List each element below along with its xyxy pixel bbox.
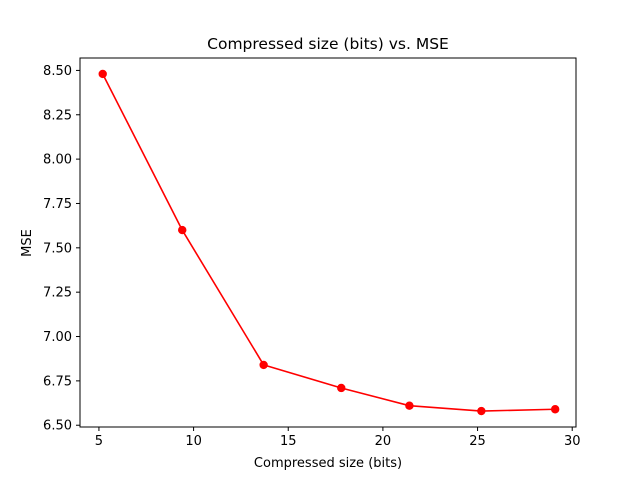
data-point [178, 225, 187, 235]
y-tick-label: 8.50 [43, 64, 72, 79]
y-axis: 6.50 6.75 7.00 7.25 7.50 7.75 8.00 8.25 8.50 [43, 64, 80, 434]
data-point [550, 405, 560, 414]
data-point [259, 360, 268, 370]
y-tick-label: 8.00 [43, 153, 72, 168]
x-axis-label: Compressed size (bits) [254, 456, 402, 471]
plot-layer [98, 69, 560, 416]
y-tick-label: 7.75 [43, 197, 72, 212]
x-tick-label: 5 [95, 434, 103, 449]
y-tick-label: 7.25 [43, 286, 72, 301]
y-tick-label: 6.75 [43, 374, 72, 389]
x-tick-label: 20 [375, 434, 392, 449]
data-point [98, 69, 107, 79]
y-tick-label: 7.50 [43, 241, 72, 256]
y-axis-label: MSE [20, 229, 35, 257]
y-tick-label: 8.25 [43, 108, 72, 123]
x-tick-label: 15 [280, 434, 297, 449]
x-tick-label: 30 [564, 434, 581, 449]
x-tick-label: 25 [469, 434, 486, 449]
data-point [337, 383, 346, 393]
chart-title: Compressed size (bits) vs. MSE [207, 35, 449, 53]
y-tick-label: 6.50 [43, 419, 72, 434]
data-point [405, 401, 414, 410]
plot-frame [79, 57, 577, 428]
y-tick-label: 7.00 [43, 330, 72, 345]
data-point [477, 406, 486, 416]
x-axis: 5 10 15 20 25 30 [95, 427, 581, 449]
x-tick-label: 10 [185, 434, 202, 449]
